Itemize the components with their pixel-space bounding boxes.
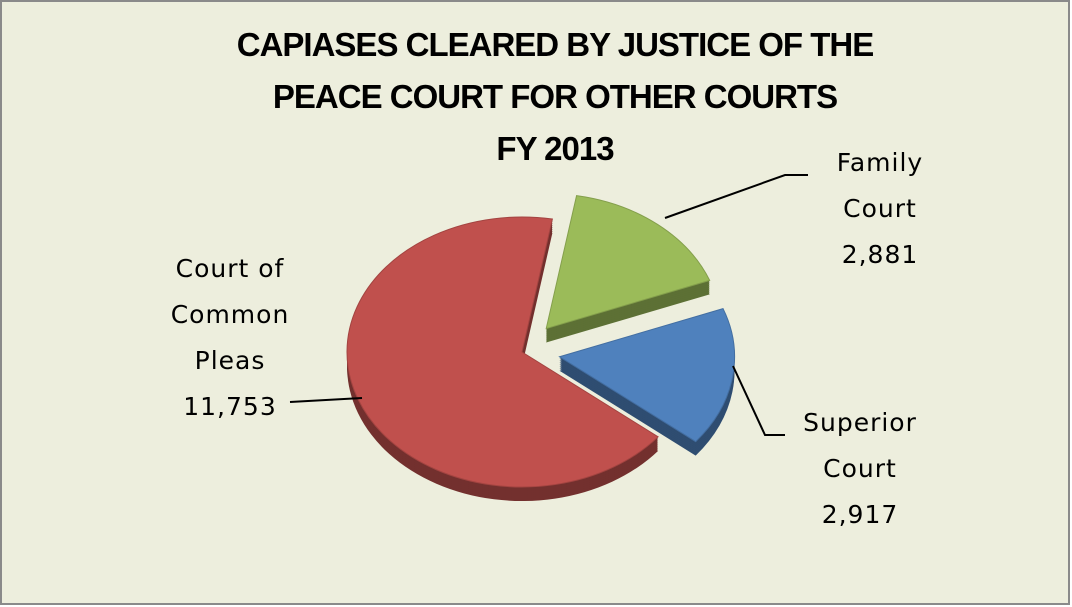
leader-line (732, 365, 785, 436)
category-label: Family Court (836, 148, 924, 223)
slice-label: Superior Court 2,917 (780, 400, 940, 538)
category-label: Superior Court (803, 408, 917, 483)
chart-title: FY 2013 (496, 130, 614, 167)
slice (545, 195, 711, 330)
value-label: 11,753 (183, 392, 277, 421)
slice-label: Court of Common Pleas 11,753 (150, 246, 310, 430)
slice (558, 307, 736, 443)
category-label: Court of Common Pleas (170, 254, 290, 375)
slice-label: Family Court 2,881 (810, 140, 950, 278)
slice (346, 216, 659, 488)
value-label: 2,917 (821, 500, 899, 529)
leader-line (289, 397, 363, 403)
chart-title: PEACE COURT FOR OTHER COURTS (273, 78, 837, 115)
leader-line (664, 174, 808, 219)
chart-title: CAPIASES CLEARED BY JUSTICE OF THE (237, 26, 874, 63)
value-label: 2,881 (841, 240, 919, 269)
